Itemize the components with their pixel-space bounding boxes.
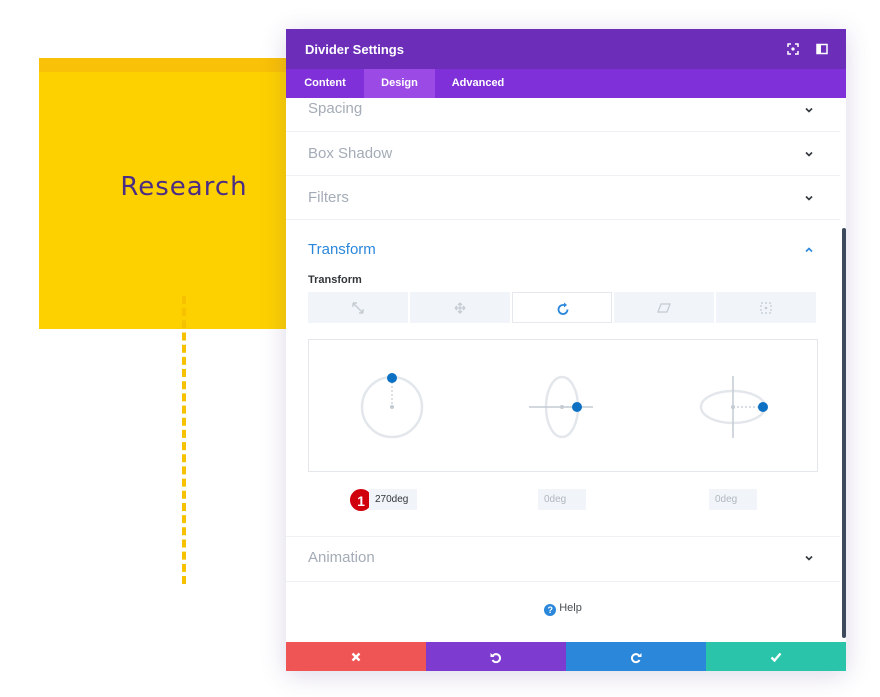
settings-content: Spacing Box Shadow Filters Transform Tra… <box>286 98 846 642</box>
undo-icon <box>490 653 502 664</box>
rotate-z-handle[interactable] <box>360 373 424 439</box>
scale-icon <box>352 302 364 314</box>
tab-advanced[interactable]: Advanced <box>451 77 505 89</box>
close-icon <box>351 652 361 662</box>
rotate-axis-handles <box>360 373 768 439</box>
section-spacing[interactable]: Spacing <box>286 98 840 132</box>
section-animation-title: Animation <box>308 549 375 566</box>
tab-skew[interactable] <box>614 292 714 323</box>
origin-icon <box>760 302 772 314</box>
card-title: Research <box>120 172 248 202</box>
rotate-y-input[interactable]: 0deg <box>709 489 757 510</box>
chevron-down-icon <box>805 107 813 113</box>
tab-origin[interactable] <box>716 292 816 323</box>
dashed-divider <box>182 296 186 584</box>
rotate-x-handle[interactable] <box>529 375 593 439</box>
help-icon: ? <box>544 604 557 616</box>
section-spacing-title: Spacing <box>308 100 363 117</box>
tab-scale[interactable] <box>308 292 408 323</box>
rotate-icon <box>557 302 569 315</box>
modal-footer <box>286 642 846 671</box>
section-filters-title: Filters <box>308 189 349 206</box>
transform-tool-tabs <box>308 292 818 323</box>
save-button[interactable] <box>706 642 846 671</box>
sidebar-toggle-icon[interactable] <box>815 42 829 56</box>
tab-translate[interactable] <box>410 292 510 323</box>
chevron-down-icon <box>805 195 813 201</box>
section-box-shadow-title: Box Shadow <box>308 145 393 162</box>
chevron-up-icon[interactable] <box>804 245 814 255</box>
modal-header: Divider Settings <box>286 29 846 69</box>
save-check-icon <box>770 652 782 663</box>
redo-button[interactable] <box>566 642 706 671</box>
rotate-preview <box>308 339 818 472</box>
rotate-x-input[interactable]: 0deg <box>538 489 586 510</box>
translate-icon <box>454 302 466 314</box>
card-top-border <box>39 58 289 72</box>
modal-title: Divider Settings <box>305 42 404 57</box>
undo-button[interactable] <box>426 642 566 671</box>
section-animation[interactable]: Animation <box>286 536 840 582</box>
chevron-down-icon <box>805 555 813 561</box>
help-label: Help <box>559 602 582 614</box>
section-filters[interactable]: Filters <box>286 175 840 220</box>
tab-design[interactable]: Design <box>364 69 435 98</box>
rotate-y-handle[interactable] <box>699 376 768 438</box>
transform-label: Transform <box>308 274 362 286</box>
tab-content[interactable]: Content <box>304 77 346 89</box>
scrollbar[interactable] <box>842 228 846 638</box>
skew-icon <box>657 303 671 313</box>
fullscreen-icon[interactable] <box>786 42 800 56</box>
section-transform-title[interactable]: Transform <box>308 241 376 258</box>
help-link[interactable]: ? Help <box>286 602 840 616</box>
section-transform: Transform <box>286 219 840 537</box>
redo-icon <box>630 653 642 664</box>
chevron-down-icon <box>805 151 813 157</box>
research-card <box>39 72 289 329</box>
tab-rotate[interactable] <box>512 292 612 323</box>
settings-tabs: Content Design Advanced <box>286 69 846 98</box>
section-box-shadow[interactable]: Box Shadow <box>286 131 840 176</box>
cancel-button[interactable] <box>286 642 426 671</box>
divider-settings-modal: Divider Settings Content Design Advanced… <box>286 29 846 671</box>
rotate-z-input[interactable]: 270deg <box>369 489 417 510</box>
